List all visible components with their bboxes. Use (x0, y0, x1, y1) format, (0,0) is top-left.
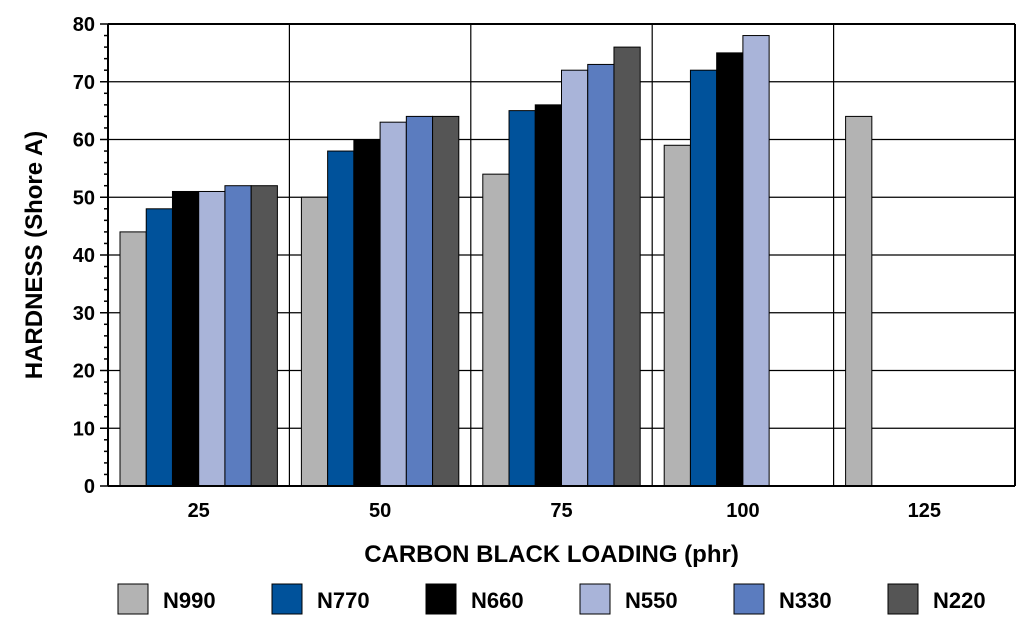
legend-item-N660: N660 (425, 583, 524, 615)
bar-N330-50 (405, 115, 434, 487)
bar-N660-50 (353, 139, 381, 487)
legend-swatch (887, 583, 919, 615)
legend-swatch (117, 583, 149, 615)
bar-N220-75 (613, 46, 641, 487)
y-tick-label: 10 (73, 418, 95, 440)
legend-swatch (579, 583, 611, 615)
bar-N990-75 (482, 173, 510, 487)
bar-N660-25 (171, 190, 200, 487)
legend-item-N330: N330 (733, 583, 832, 615)
legend-item-N550: N550 (579, 583, 678, 615)
bar-N660-75 (534, 104, 562, 487)
bar-N990-125 (845, 115, 873, 487)
x-tick-label: 25 (188, 500, 210, 522)
y-tick-label: 30 (73, 303, 95, 325)
y-tick-label: 70 (73, 72, 95, 94)
legend-swatch (271, 583, 303, 615)
bar-N990-50 (300, 196, 329, 487)
x-tick-label: 75 (550, 500, 572, 522)
bar-N770-50 (327, 150, 355, 487)
bar-N770-75 (508, 110, 536, 487)
y-tick-label: 50 (73, 187, 95, 209)
bar-N550-25 (198, 190, 226, 487)
y-tick-label: 40 (73, 245, 95, 267)
legend-label: N550 (625, 588, 678, 613)
legend-item-N770: N770 (271, 583, 370, 615)
legend-swatch (733, 583, 765, 615)
y-tick-label: 0 (84, 476, 95, 498)
legend-label: N330 (779, 588, 832, 613)
legend-label: N990 (163, 588, 216, 613)
bar-N770-25 (145, 208, 173, 487)
legend-item-N220: N220 (887, 583, 986, 615)
axes (100, 23, 1016, 487)
y-tick-label: 60 (73, 130, 95, 152)
legend-label: N660 (471, 588, 524, 613)
y-tick-labels: 0 10 20 30 40 50 60 70 80 (73, 14, 95, 498)
bar-N550-75 (561, 69, 589, 487)
bar-N660-100 (716, 52, 744, 487)
x-tick-label: 100 (726, 500, 759, 522)
bar-N990-25 (119, 231, 147, 487)
x-tick-labels: 25 50 75 100 125 (188, 500, 941, 522)
bar-N550-50 (379, 121, 407, 487)
legend-item-N990: N990 (117, 583, 216, 615)
x-tick-label: 125 (908, 500, 941, 522)
legend-swatch (425, 583, 457, 615)
y-tick-label: 20 (73, 361, 95, 383)
bar-N330-75 (587, 63, 615, 487)
bar-N770-100 (689, 69, 718, 487)
bar-N220-50 (432, 115, 460, 487)
bars (119, 35, 873, 487)
x-axis-title: CARBON BLACK LOADING (phr) (364, 541, 739, 568)
x-tick-label: 50 (369, 500, 391, 522)
bar-N330-25 (224, 185, 252, 487)
bar-N550-100 (742, 35, 770, 487)
legend-label: N770 (317, 588, 370, 613)
bar-N220-25 (250, 185, 278, 487)
legend: N990 N770 N660 N550 N330 N220 (117, 583, 986, 615)
y-axis-title: HARDNESS (Shore A) (21, 131, 48, 379)
bar-N990-100 (663, 144, 691, 487)
legend-label: N220 (933, 588, 986, 613)
y-tick-label: 80 (73, 14, 95, 36)
